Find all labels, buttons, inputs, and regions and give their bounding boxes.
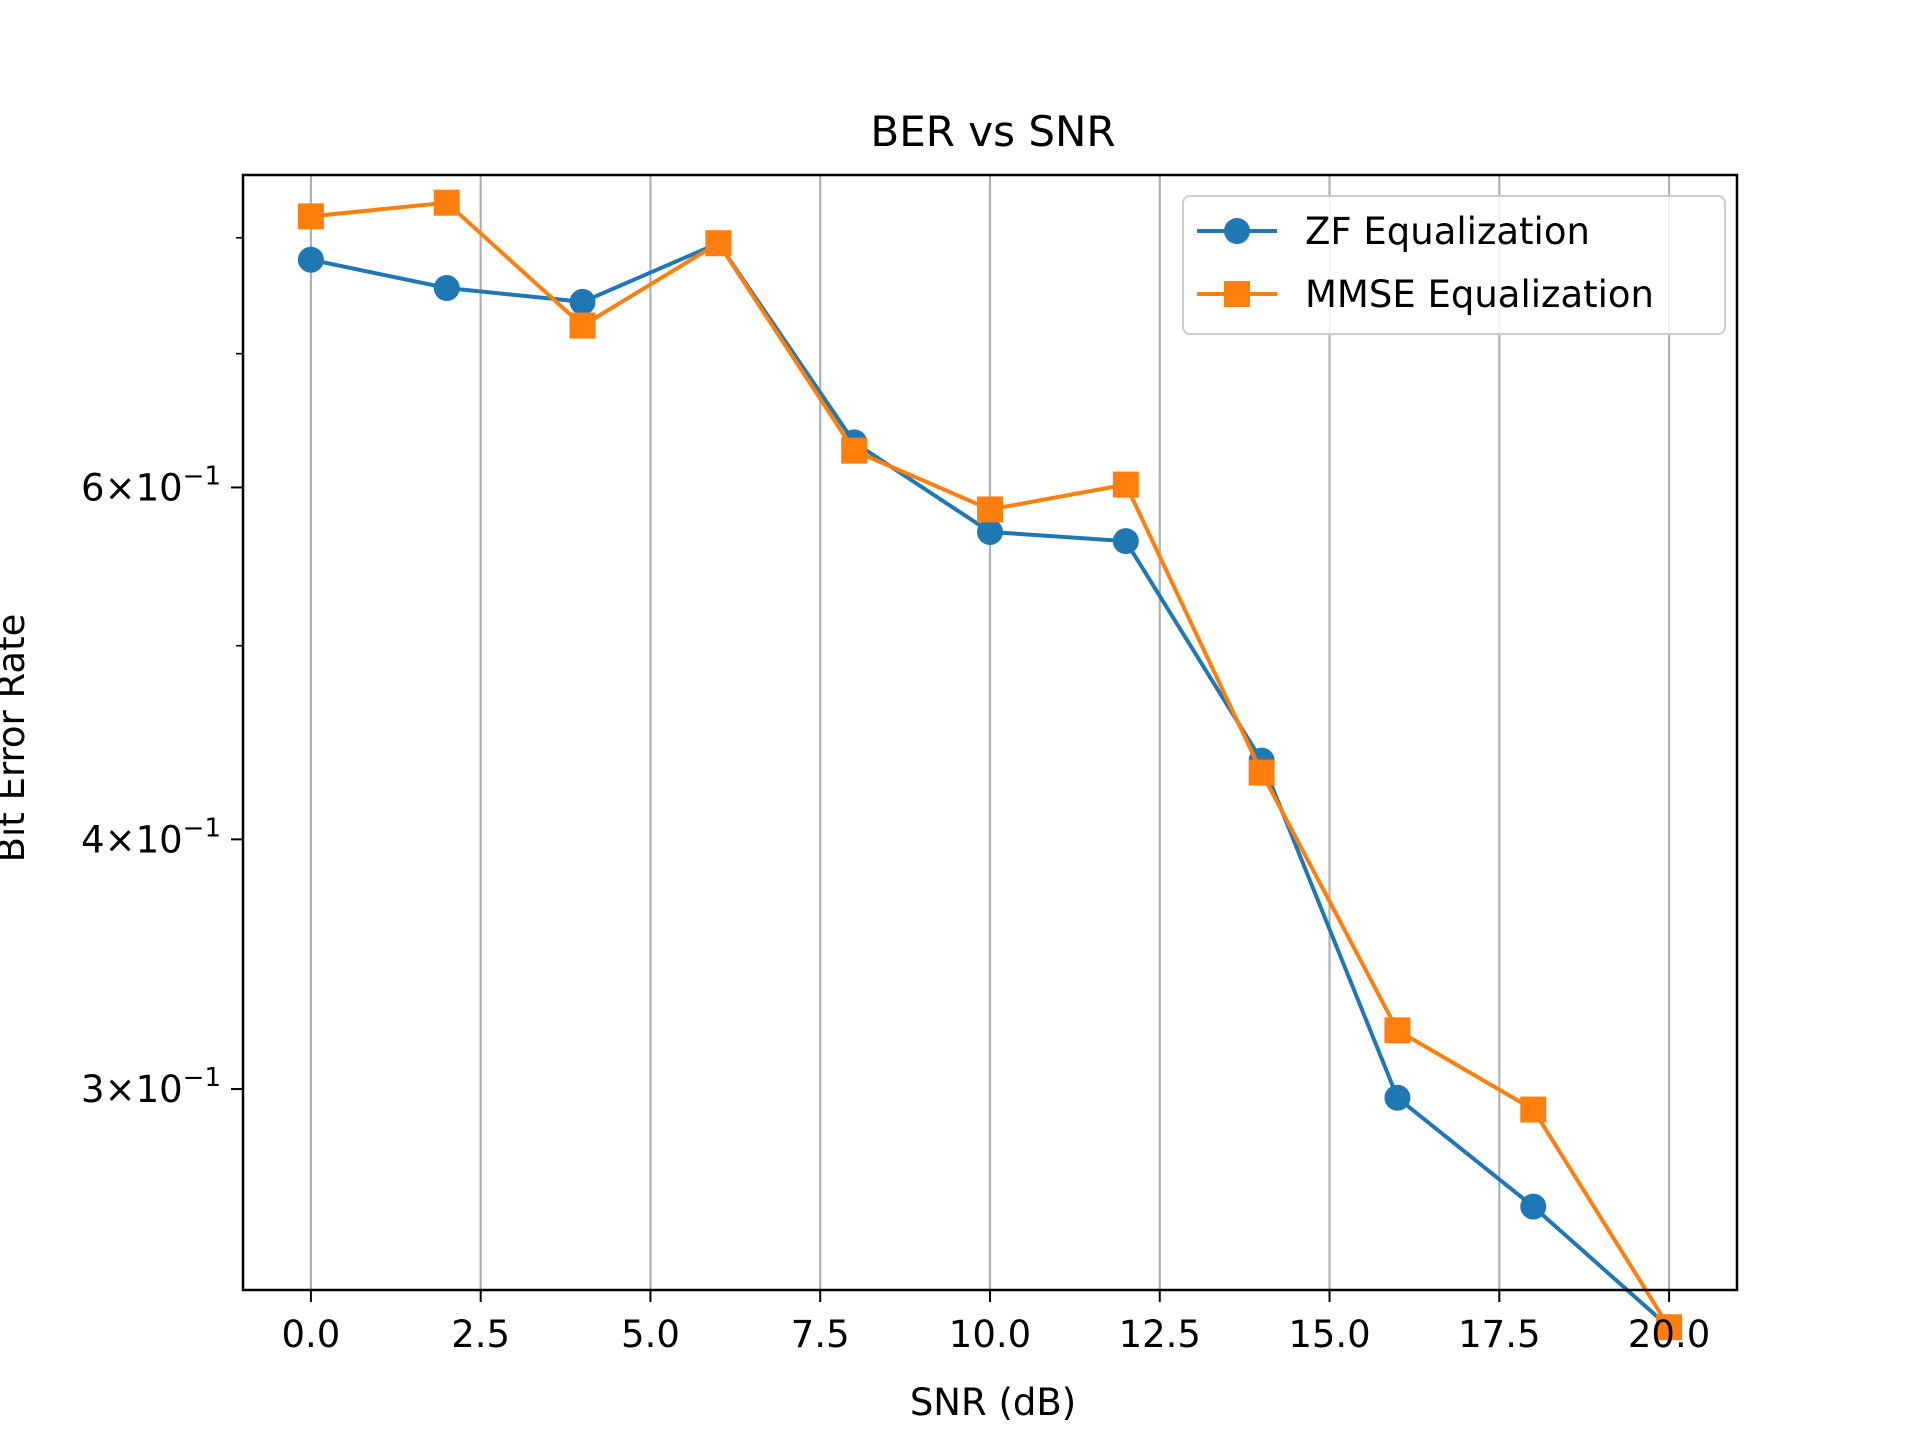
series-2-point: [433, 189, 460, 216]
axes-layer: 0.0 2.5 5.0 7.5 10.0 12.5 15.0 17.5 20.0 6×10−1 4×…: [81, 173, 1739, 1356]
series-2-point: [1384, 1017, 1411, 1044]
series-1-point: [1520, 1193, 1547, 1220]
series-1-point: [977, 518, 1003, 545]
series-2-point: [569, 312, 596, 339]
grid-layer: [309, 175, 1671, 1290]
x-tick-label: 15.0: [1288, 1313, 1370, 1356]
series-2-point: [705, 230, 732, 257]
series-1-point: [433, 275, 460, 302]
y-tick-label: 3×10−1: [81, 1063, 221, 1111]
legend-marker-2: [1224, 281, 1250, 307]
x-tick-label: 12.5: [1119, 1313, 1201, 1356]
x-tick-label: 20.0: [1628, 1313, 1710, 1356]
series-2-point: [977, 496, 1003, 523]
series-2-point: [1520, 1096, 1547, 1123]
y-tick-label: 4×10−1: [81, 813, 221, 861]
series-1-point: [569, 288, 596, 315]
y-axis-label: Bit Error Rate: [0, 614, 33, 863]
x-tick-label: 7.5: [791, 1313, 850, 1356]
x-tick-label: 17.5: [1458, 1313, 1540, 1356]
x-tick-label: 5.0: [621, 1313, 680, 1356]
legend-label-2: MMSE Equalization: [1305, 273, 1654, 316]
series-1-point: [297, 246, 324, 273]
series-2-point: [841, 437, 868, 464]
series-layer: [297, 189, 1683, 1341]
series-1-point: [1112, 528, 1139, 555]
series-2-point: [1656, 1314, 1683, 1341]
plot-frame: [241, 173, 1739, 1292]
x-tick-label: 10.0: [949, 1313, 1031, 1356]
x-tick-label: 0.0: [281, 1313, 340, 1356]
series-2-point: [1248, 759, 1275, 786]
series-2-point: [1112, 471, 1139, 498]
series-1-point: [1384, 1084, 1411, 1111]
x-tick-label: 2.5: [451, 1313, 510, 1356]
legend-marker-1: [1224, 218, 1250, 244]
series-2-point: [297, 203, 324, 230]
x-axis-label: SNR (dB): [910, 1381, 1076, 1424]
legend: ZF Equalization MMSE Equalization: [1182, 195, 1726, 335]
y-tick-label: 6×10−1: [81, 461, 221, 509]
legend-label-1: ZF Equalization: [1305, 210, 1590, 253]
legend-box: [1182, 195, 1726, 335]
chart-title: BER vs SNR: [870, 107, 1115, 156]
